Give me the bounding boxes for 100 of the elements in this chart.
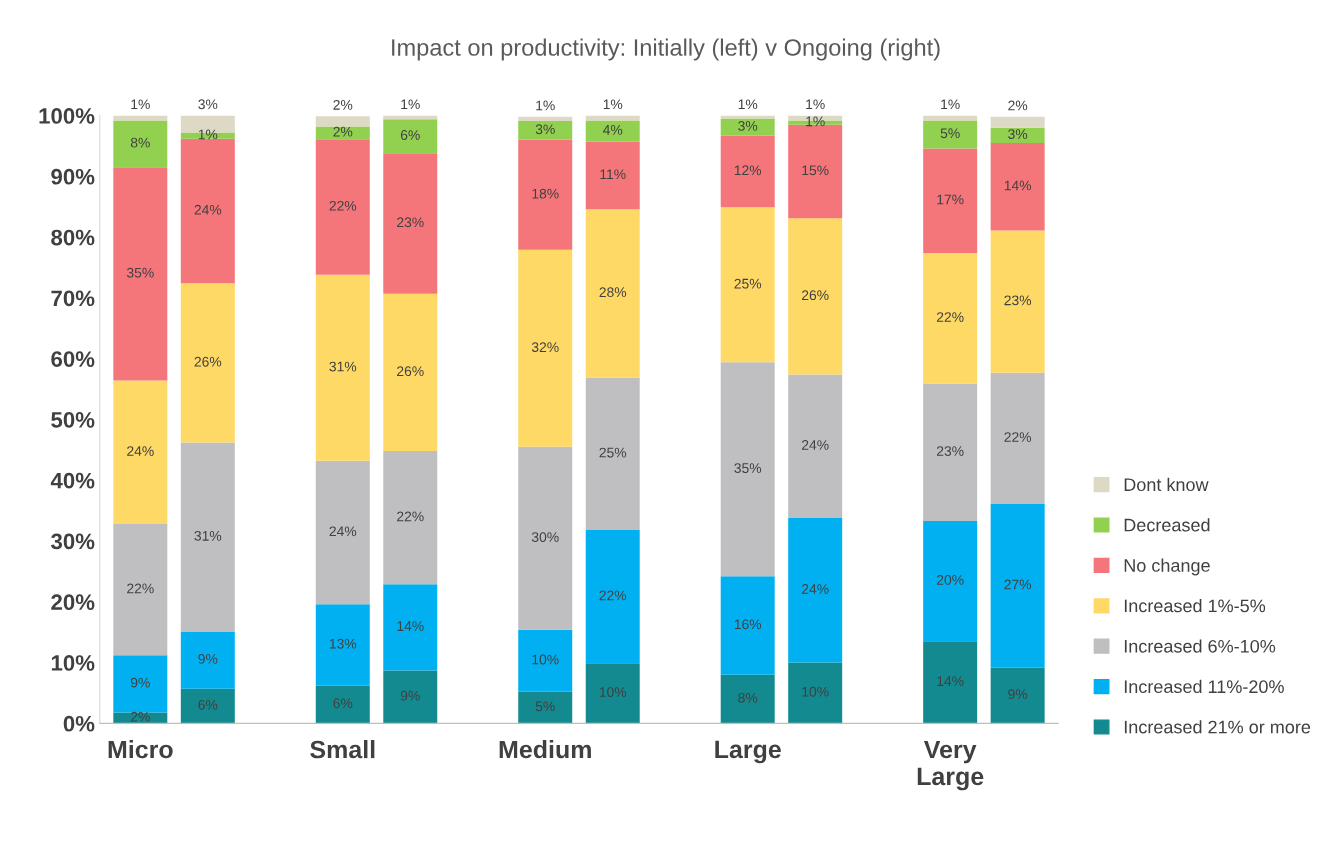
data-label: 31% <box>329 361 357 372</box>
data-label: 25% <box>599 447 627 458</box>
data-label: 6% <box>400 130 420 140</box>
data-label: 10% <box>802 686 829 697</box>
data-label: 6% <box>333 698 353 709</box>
bar <box>923 148 978 253</box>
y-tick-label: 60% <box>51 351 95 367</box>
y-tick-label: 50% <box>51 411 95 428</box>
bar <box>788 218 843 375</box>
data-label: 2% <box>1008 100 1028 111</box>
bar <box>113 167 168 381</box>
data-label: 22% <box>936 312 964 322</box>
data-label: 8% <box>738 692 758 703</box>
data-label: 23% <box>1004 295 1032 306</box>
bar <box>990 372 1045 504</box>
x-tick-label: Large <box>715 740 781 764</box>
data-label: 26% <box>194 356 222 367</box>
data-label: 1% <box>941 99 960 110</box>
bar <box>113 120 168 168</box>
y-tick-label: 20% <box>51 594 95 611</box>
legend-label: Increased 1%-5% <box>1124 599 1266 613</box>
data-label: 3% <box>535 124 555 135</box>
data-label: 9% <box>400 690 420 701</box>
bar <box>788 374 843 518</box>
data-label: 15% <box>802 165 829 176</box>
bar <box>990 503 1045 668</box>
y-tick-label: 80% <box>51 229 95 246</box>
legend-label: Decreased <box>1124 518 1210 532</box>
legend-label: Increased 21% or more <box>1124 720 1311 734</box>
bar <box>518 249 573 447</box>
bar <box>990 230 1045 373</box>
data-label: 22% <box>127 583 154 594</box>
x-tick-label: Small <box>310 739 375 759</box>
y-tick-label: 30% <box>51 533 95 550</box>
data-label: 1% <box>603 99 623 110</box>
data-label: 1% <box>131 99 150 110</box>
data-label: 14% <box>937 676 964 686</box>
bar <box>788 662 843 724</box>
data-label: 6% <box>198 699 218 710</box>
bar <box>585 377 640 531</box>
data-label: 18% <box>532 188 559 199</box>
data-label: 30% <box>531 532 559 542</box>
data-label: 22% <box>329 200 357 211</box>
bar <box>113 380 168 524</box>
data-label: 2% <box>333 126 353 137</box>
bar <box>315 460 370 605</box>
bar <box>923 641 978 724</box>
data-label: 10% <box>532 654 559 665</box>
data-label: 26% <box>801 290 829 301</box>
bar <box>518 629 573 692</box>
bar <box>180 442 235 632</box>
y-tick-label: 90% <box>51 168 95 185</box>
bar <box>518 116 573 122</box>
data-label: 23% <box>397 217 424 228</box>
data-label: 28% <box>599 287 627 298</box>
bar <box>383 293 438 452</box>
data-label: 24% <box>801 440 829 450</box>
data-label: 4% <box>603 125 623 135</box>
data-label: 11% <box>600 169 626 180</box>
bar <box>923 252 978 384</box>
bar <box>113 712 168 724</box>
bar <box>518 446 573 630</box>
legend-label: Increased 6%-10% <box>1124 639 1276 653</box>
bar <box>315 274 370 461</box>
bar <box>315 139 370 275</box>
data-label: 1% <box>806 99 825 110</box>
legend-label: Increased 11%-20% <box>1124 679 1284 694</box>
data-label: 35% <box>734 463 762 473</box>
bar <box>990 142 1045 231</box>
data-label: 1% <box>401 99 420 110</box>
bar <box>923 520 978 642</box>
data-label: 26% <box>397 366 424 377</box>
data-label: 14% <box>1004 180 1032 191</box>
bar <box>113 523 168 656</box>
bar <box>315 604 370 686</box>
y-tick-label: 0% <box>63 715 95 732</box>
x-tick-label: Micro <box>108 739 173 759</box>
data-label: 2% <box>130 711 150 722</box>
data-label: 9% <box>130 677 150 688</box>
bar <box>720 115 775 119</box>
data-label: 1% <box>738 99 758 110</box>
bar <box>518 121 573 140</box>
legend-label: No change <box>1124 558 1210 576</box>
data-label: 24% <box>329 526 357 537</box>
bar <box>923 120 978 149</box>
data-label: 10% <box>599 687 627 697</box>
bar <box>923 383 978 521</box>
data-label: 3% <box>198 99 218 110</box>
bar <box>315 685 370 724</box>
bar <box>990 667 1045 724</box>
bar <box>315 126 370 140</box>
data-label: 5% <box>940 128 960 139</box>
bar <box>180 688 235 724</box>
x-tick-label: Medium <box>499 739 591 759</box>
bar <box>180 631 235 689</box>
bar <box>518 691 573 724</box>
data-label: 22% <box>599 590 627 601</box>
data-label: 22% <box>397 511 424 522</box>
bar <box>585 663 640 724</box>
y-tick-label: 100% <box>39 108 95 124</box>
